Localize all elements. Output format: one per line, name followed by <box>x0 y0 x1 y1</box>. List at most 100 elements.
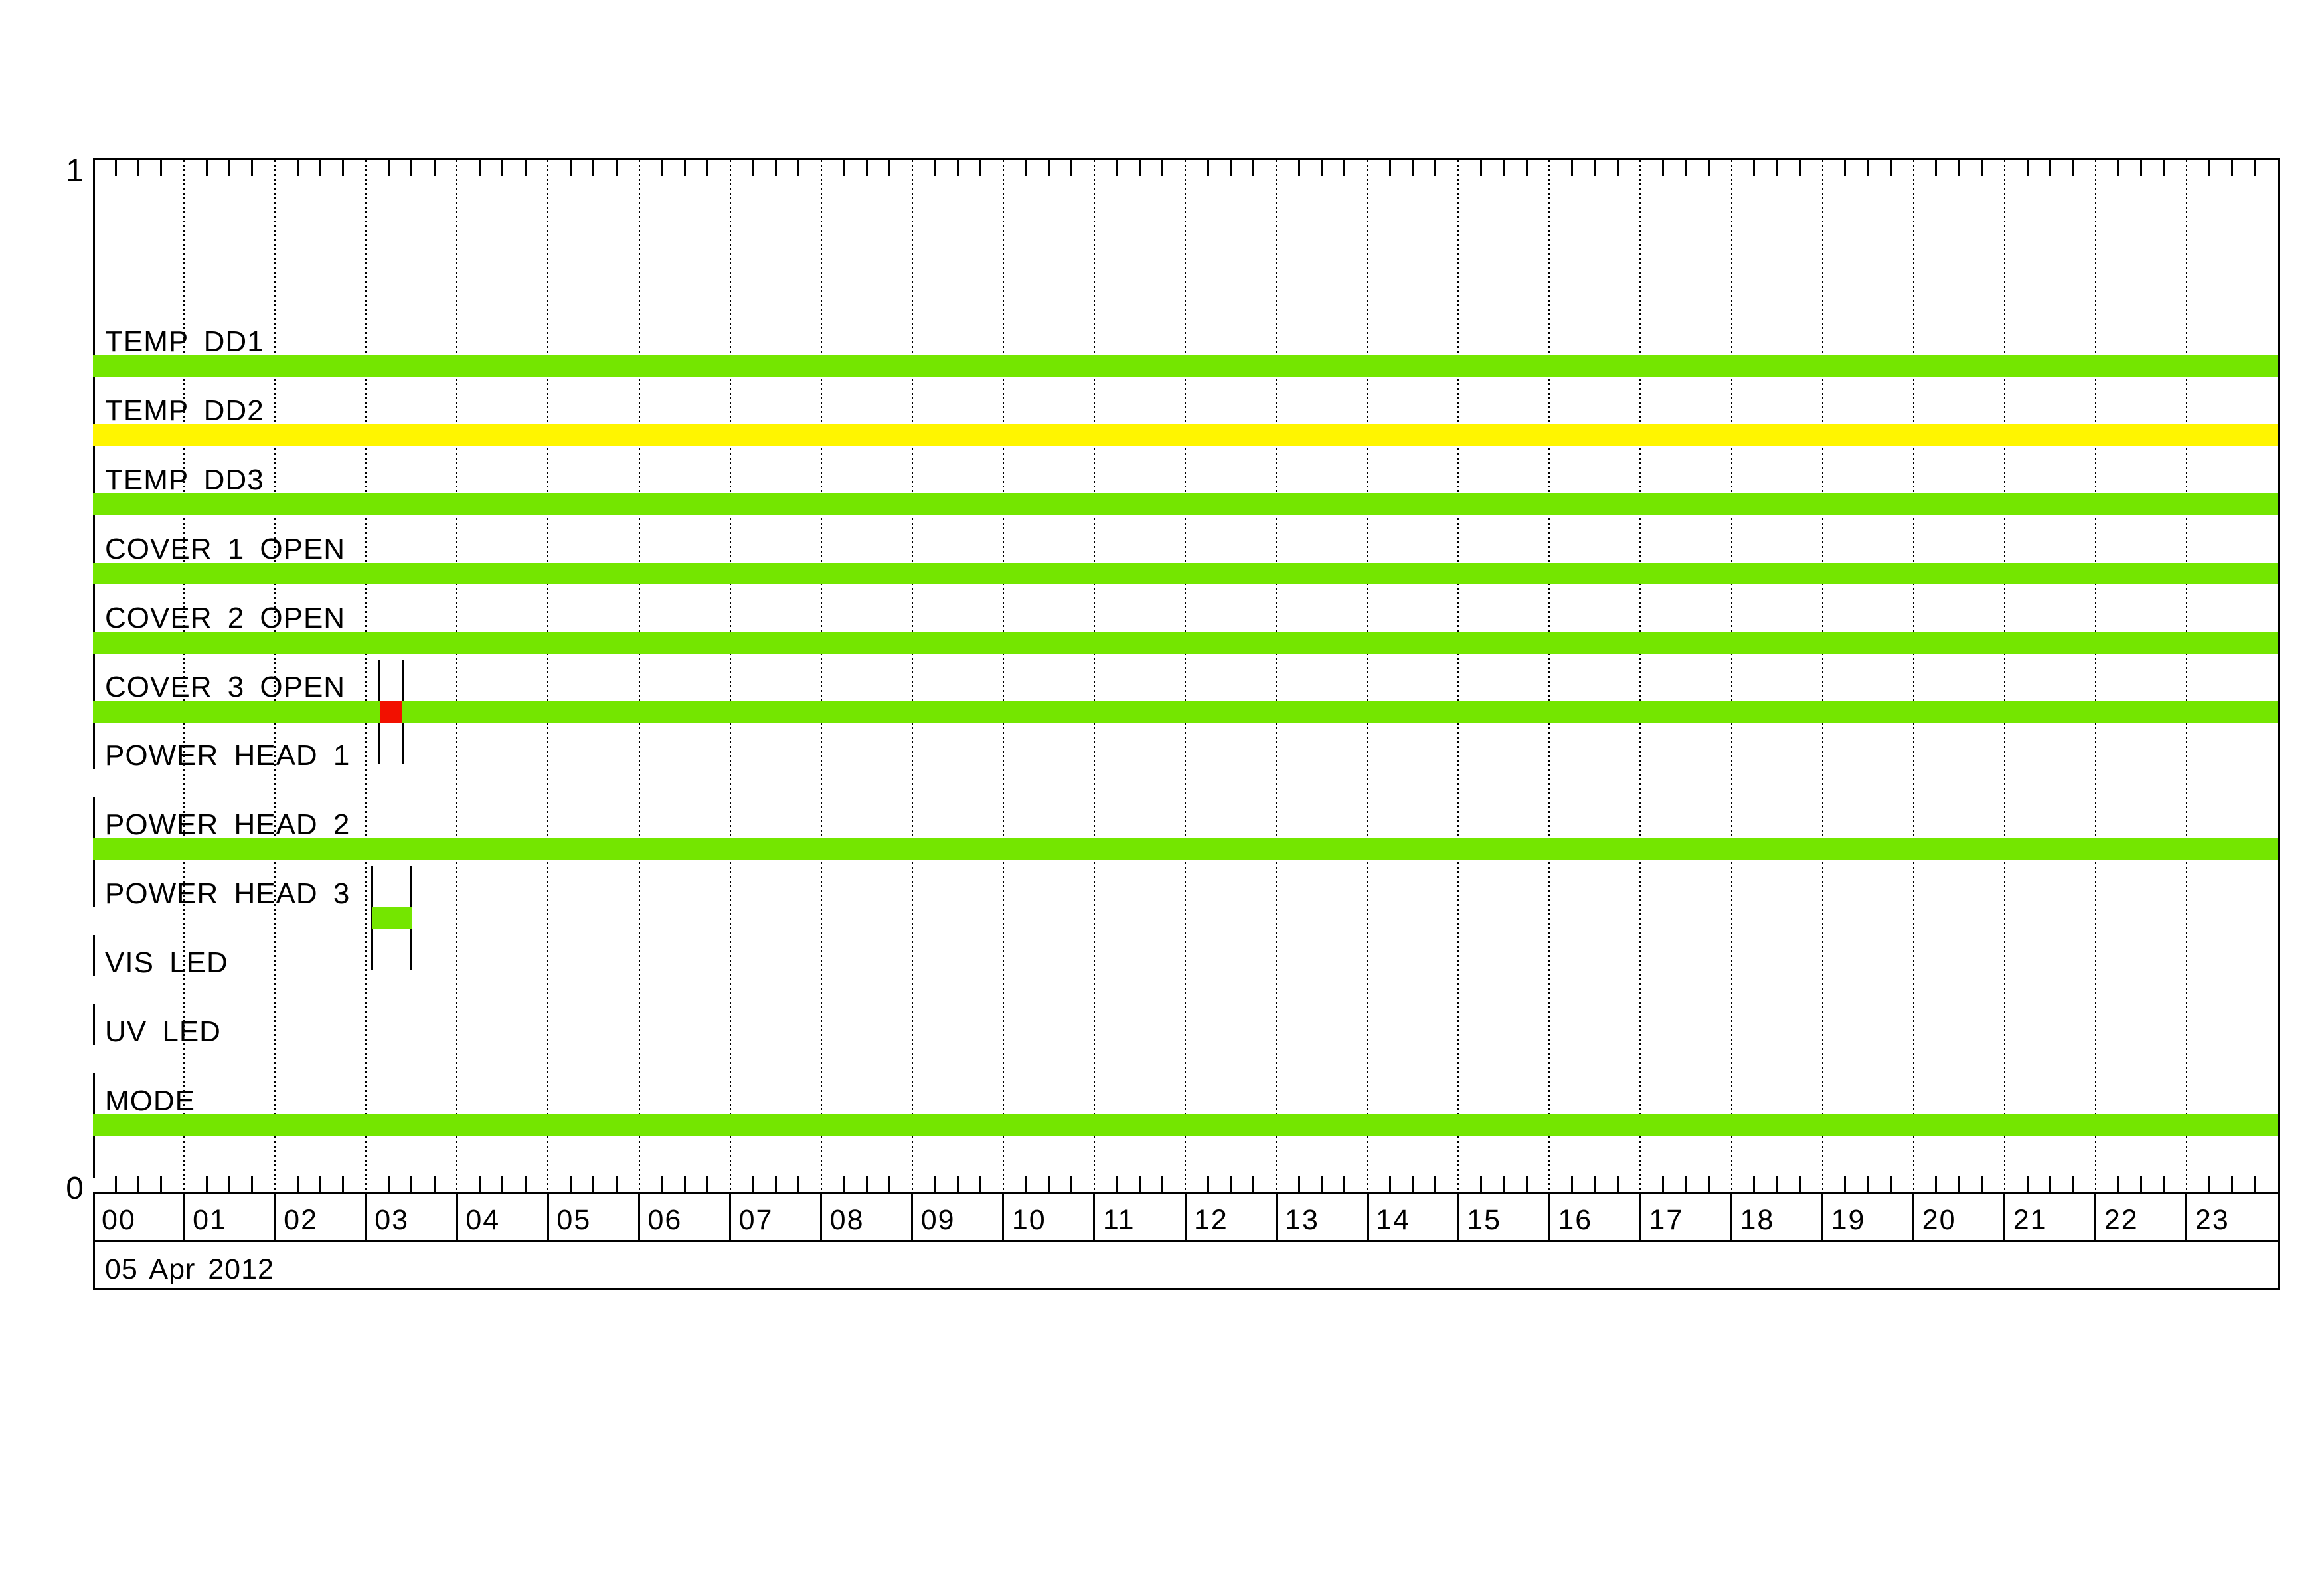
hour-gridline <box>911 160 913 1192</box>
minor-tick-top <box>1116 160 1118 176</box>
hour-cell-separator <box>2094 1194 2097 1240</box>
minor-tick-bottom <box>114 1176 117 1192</box>
minor-tick-top <box>2163 160 2165 176</box>
minor-tick-bottom <box>1116 1176 1118 1192</box>
minor-tick-top <box>1047 160 1050 176</box>
hour-band-bottom-line <box>93 1240 2280 1242</box>
minor-tick-bottom <box>774 1176 777 1192</box>
minor-tick-bottom <box>1707 1176 1710 1192</box>
minor-tick-bottom <box>1844 1176 1847 1192</box>
hour-label: 05 <box>556 1204 592 1236</box>
hour-label: 10 <box>1011 1204 1046 1236</box>
minor-tick-top <box>2072 160 2074 176</box>
minor-tick-bottom <box>2163 1176 2165 1192</box>
minor-tick-top <box>1753 160 1756 176</box>
minor-tick-bottom <box>934 1176 936 1192</box>
minor-tick-top <box>1685 160 1687 176</box>
minor-tick-bottom <box>797 1176 799 1192</box>
row-axis-segment <box>93 1004 95 1045</box>
minor-tick-bottom <box>843 1176 845 1192</box>
hour-label: 20 <box>1922 1204 1957 1236</box>
minor-tick-bottom <box>1503 1176 1505 1192</box>
hour-label: 02 <box>284 1204 318 1236</box>
minor-tick-bottom <box>706 1176 708 1192</box>
hour-cell-separator <box>1821 1194 1824 1240</box>
minor-tick-bottom <box>296 1176 299 1192</box>
minor-tick-top <box>1138 160 1141 176</box>
minor-tick-top <box>1503 160 1505 176</box>
hour-cell-separator <box>1548 1194 1550 1240</box>
minor-tick-bottom <box>1206 1176 1209 1192</box>
minor-tick-bottom <box>1935 1176 1938 1192</box>
minor-tick-top <box>228 160 231 176</box>
status-bar-green <box>93 493 2278 515</box>
row-label: POWER HEAD 3 <box>105 877 351 911</box>
row-label: TEMP DD1 <box>105 325 264 358</box>
status-bar-green <box>372 907 412 930</box>
minor-tick-bottom <box>956 1176 959 1192</box>
minor-tick-top <box>1412 160 1414 176</box>
row-label: TEMP DD2 <box>105 394 264 427</box>
minor-tick-top <box>979 160 982 176</box>
minor-tick-top <box>843 160 845 176</box>
minor-tick-bottom <box>1957 1176 1960 1192</box>
minor-tick-bottom <box>160 1176 163 1192</box>
minor-tick-top <box>524 160 527 176</box>
minor-tick-bottom <box>2254 1176 2256 1192</box>
hour-gridline <box>1548 160 1550 1192</box>
minor-tick-top <box>1321 160 1323 176</box>
hour-gridline <box>183 160 185 1192</box>
minor-tick-top <box>342 160 345 176</box>
row-axis-segment <box>93 935 95 977</box>
hour-label: 22 <box>2104 1204 2139 1236</box>
minor-tick-bottom <box>1388 1176 1391 1192</box>
minor-tick-bottom <box>865 1176 868 1192</box>
hour-cell-separator <box>1184 1194 1187 1240</box>
minor-tick-bottom <box>1321 1176 1323 1192</box>
minor-tick-top <box>2230 160 2233 176</box>
hour-label: 07 <box>738 1204 774 1236</box>
hour-gridline <box>1002 160 1004 1192</box>
minor-tick-top <box>1343 160 1346 176</box>
hour-gridline <box>365 160 367 1192</box>
minor-tick-bottom <box>1138 1176 1141 1192</box>
hour-cell-separator <box>546 1194 549 1240</box>
hour-label: 16 <box>1558 1204 1593 1236</box>
minor-tick-top <box>1161 160 1164 176</box>
minor-tick-top <box>410 160 413 176</box>
hour-cell-separator <box>1002 1194 1005 1240</box>
minor-tick-bottom <box>205 1176 208 1192</box>
minor-tick-bottom <box>1594 1176 1596 1192</box>
minor-tick-top <box>865 160 868 176</box>
hour-gridline <box>1457 160 1459 1192</box>
minor-tick-top <box>570 160 572 176</box>
minor-tick-top <box>752 160 754 176</box>
hour-label: 12 <box>1194 1204 1228 1236</box>
minor-tick-bottom <box>2117 1176 2119 1192</box>
minor-tick-top <box>114 160 117 176</box>
hour-cell-separator <box>1366 1194 1369 1240</box>
minor-tick-bottom <box>661 1176 663 1192</box>
minor-tick-top <box>1935 160 1938 176</box>
minor-tick-bottom <box>388 1176 390 1192</box>
minor-tick-top <box>1707 160 1710 176</box>
minor-tick-bottom <box>1434 1176 1437 1192</box>
minor-tick-bottom <box>1616 1176 1619 1192</box>
minor-tick-bottom <box>2208 1176 2210 1192</box>
minor-tick-top <box>2139 160 2142 176</box>
minor-tick-top <box>1662 160 1665 176</box>
minor-tick-bottom <box>592 1176 595 1192</box>
minor-tick-top <box>1571 160 1574 176</box>
minor-tick-bottom <box>2072 1176 2074 1192</box>
hour-cell-separator <box>274 1194 276 1240</box>
hour-label: 13 <box>1285 1204 1319 1236</box>
minor-tick-top <box>2026 160 2029 176</box>
minor-tick-top <box>1230 160 1232 176</box>
status-bar-green <box>93 631 2278 654</box>
minor-tick-bottom <box>479 1176 481 1192</box>
x-axis-line <box>93 1192 2280 1194</box>
hour-gridline <box>1093 160 1095 1192</box>
minor-tick-bottom <box>1047 1176 1050 1192</box>
minor-tick-bottom <box>342 1176 345 1192</box>
minor-tick-top <box>160 160 163 176</box>
